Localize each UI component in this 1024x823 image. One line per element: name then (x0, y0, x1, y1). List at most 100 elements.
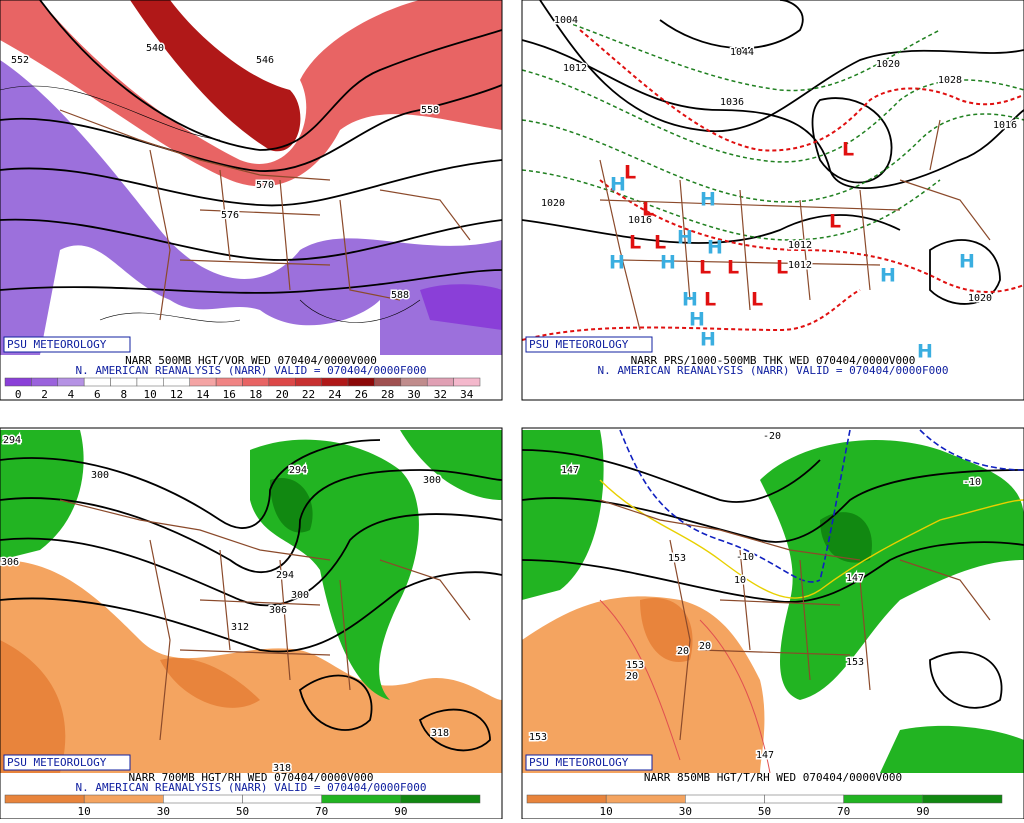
colorbar-label: 90 (394, 805, 407, 818)
pressure-center: L (704, 289, 716, 311)
map-title: NARR 500MB HGT/VOR WED 070404/0000V000 (125, 354, 377, 367)
colorbar-swatch (163, 377, 190, 387)
pressure-center: H (700, 189, 716, 211)
contour-label: 20 (699, 641, 711, 652)
pressure-center: H (700, 329, 716, 351)
colorbar-swatch (295, 377, 322, 387)
colorbar-label: 50 (758, 805, 771, 818)
contour-label: 147 (846, 573, 864, 584)
contour-label: 1036 (720, 97, 744, 108)
pressure-center: H (682, 289, 698, 311)
contour-label: 312 (231, 622, 249, 633)
colorbar-swatch (163, 794, 243, 804)
pressure-center: H (959, 251, 975, 273)
branding-box (525, 754, 653, 771)
colorbar-label: 70 (315, 805, 328, 818)
colorbar-label: 6 (94, 388, 101, 401)
colorbar-swatch (83, 794, 164, 804)
colorbar-swatch (83, 377, 111, 387)
contour-label: 1016 (628, 215, 652, 226)
contour-label: 558 (421, 105, 439, 116)
contour-label: 300 (91, 470, 109, 481)
colorbar-swatch (321, 794, 402, 804)
pressure-center: L (776, 257, 788, 279)
colorbar-swatch (400, 794, 481, 804)
colorbar-label: 26 (355, 388, 368, 401)
pressure-center: L (654, 232, 666, 254)
colorbar-swatch (605, 794, 686, 804)
colorbar-label: 70 (837, 805, 850, 818)
colorbar-label: 28 (381, 388, 394, 401)
pressure-center: H (677, 227, 693, 249)
branding: PSU METEOROLOGY (7, 756, 107, 769)
colorbar-swatch (4, 377, 32, 387)
contour-label: 1012 (788, 260, 812, 271)
pressure-center: H (880, 265, 896, 287)
colorbar-label: 30 (157, 805, 170, 818)
colorbar-label: 10 (78, 805, 91, 818)
contour-label: 1020 (876, 59, 900, 70)
contour-label: 147 (561, 465, 579, 476)
pressure-center: L (829, 211, 841, 233)
map-subtitle: N. AMERICAN REANALYSIS (NARR) VALID = 07… (598, 364, 949, 377)
pressure-center: L (842, 139, 854, 161)
branding: PSU METEOROLOGY (529, 338, 629, 351)
contour-label: 1028 (938, 75, 962, 86)
colorbar-swatch (400, 377, 428, 387)
contour-label: 318 (273, 763, 291, 774)
colorbar-swatch (685, 794, 765, 804)
contour-label: -20 (763, 431, 781, 442)
contour-label: 552 (11, 55, 29, 66)
colorbar-swatch (268, 377, 296, 387)
contour-label: -10 (736, 552, 754, 563)
pressure-center: H (609, 252, 625, 274)
branding-box (3, 336, 131, 353)
colorbar-swatch (321, 377, 349, 387)
colorbar-label: 12 (170, 388, 183, 401)
colorbar-swatch (374, 377, 402, 387)
colorbar-swatch (347, 377, 375, 387)
contour-label: 1016 (993, 120, 1017, 131)
branding-box (525, 336, 653, 353)
colorbar-label: 10 (600, 805, 613, 818)
contour-label: 318 (431, 728, 449, 739)
branding: PSU METEOROLOGY (7, 338, 107, 351)
map-500mb (0, 0, 503, 401)
pressure-center: H (917, 341, 933, 363)
colorbar-label: 30 (679, 805, 692, 818)
contour-label: 306 (1, 557, 19, 568)
pressure-center: H (660, 252, 676, 274)
map-title: NARR PRS/1000-500MB THK WED 070404/0000V… (631, 354, 916, 367)
branding: PSU METEOROLOGY (529, 756, 629, 769)
pressure-center: H (689, 309, 705, 331)
colorbar-label: 30 (407, 388, 420, 401)
colorbar-label: 22 (302, 388, 315, 401)
contour-label: 294 (289, 465, 307, 476)
contour-label: -10 (963, 477, 981, 488)
contour-label: 294 (276, 570, 294, 581)
pressure-center: L (642, 199, 654, 221)
colorbar-label: 32 (434, 388, 447, 401)
pressure-center: L (727, 257, 739, 279)
colorbar-swatch (136, 377, 164, 387)
colorbar-label: 24 (328, 388, 342, 401)
contour-label: 1020 (968, 293, 992, 304)
map-subtitle: N. AMERICAN REANALYSIS (NARR) VALID = 07… (76, 781, 427, 794)
contour-label: 153 (529, 732, 547, 743)
colorbar-label: 4 (68, 388, 75, 401)
contour-label: 300 (423, 475, 441, 486)
map-700mb (0, 427, 503, 820)
contour-label: 1004 (554, 15, 578, 26)
colorbar-label: 8 (120, 388, 127, 401)
contour-label: 10 (734, 575, 746, 586)
map-pressure-thickness (521, 0, 1024, 401)
map-title: NARR 850MB HGT/T/RH WED 070404/0000V000 (644, 771, 902, 784)
contour-label: 1020 (541, 198, 565, 209)
contour-label: 588 (391, 290, 409, 301)
contour-label: 570 (256, 180, 274, 191)
pressure-center: L (629, 232, 641, 254)
branding-box (3, 754, 131, 771)
map-subtitle: N. AMERICAN REANALYSIS (NARR) VALID = 07… (76, 364, 427, 377)
contour-label: 576 (221, 210, 239, 221)
